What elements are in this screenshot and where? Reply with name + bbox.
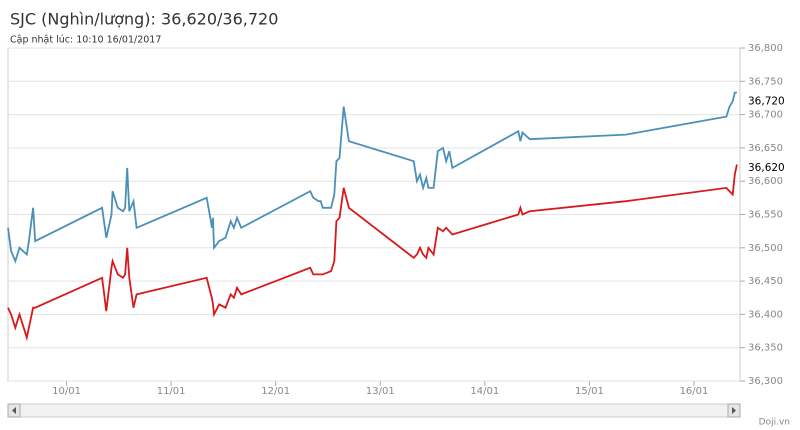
- y-tick-label: 36,750: [748, 76, 783, 87]
- y-tick-label: 36,500: [748, 243, 783, 254]
- price-label-bg: [744, 94, 796, 109]
- x-tick-label: 10/01: [52, 386, 81, 397]
- x-tick-label: 12/01: [261, 386, 290, 397]
- y-tick-label: 36,650: [748, 143, 783, 154]
- y-tick-label: 36,600: [748, 176, 783, 187]
- y-tick-label: 36,350: [748, 343, 783, 354]
- y-tick-label: 36,300: [748, 376, 783, 387]
- arrow: [732, 407, 736, 414]
- price-label: 36,720: [748, 95, 785, 107]
- scrollbar[interactable]: [7, 403, 741, 418]
- x-tick-label: 15/01: [575, 386, 604, 397]
- price-line: [7, 91, 737, 264]
- y-tick-label: 36,550: [748, 210, 783, 221]
- chart-title: SJC (Nghìn/lượng): 36,620/36,720: [10, 10, 278, 29]
- price-label-bg: [744, 160, 796, 175]
- chart-subtitle: Cập nhật lúc: 10:10 16/01/2017: [10, 35, 161, 46]
- x-tick-label: 16/01: [680, 386, 709, 397]
- y-tick-label: 36,450: [748, 276, 783, 287]
- price-line: [7, 164, 738, 342]
- credit: Doji.vn: [759, 418, 790, 428]
- x-tick-label: 11/01: [157, 386, 186, 397]
- y-tick-label: 36,700: [748, 110, 783, 121]
- x-tick-label: 13/01: [366, 386, 395, 397]
- price-label: 36,620: [748, 162, 785, 174]
- arrow: [12, 407, 16, 414]
- y-tick-label: 36,400: [748, 309, 783, 320]
- y-tick-label: 36,800: [748, 43, 783, 54]
- x-tick-label: 14/01: [470, 386, 499, 397]
